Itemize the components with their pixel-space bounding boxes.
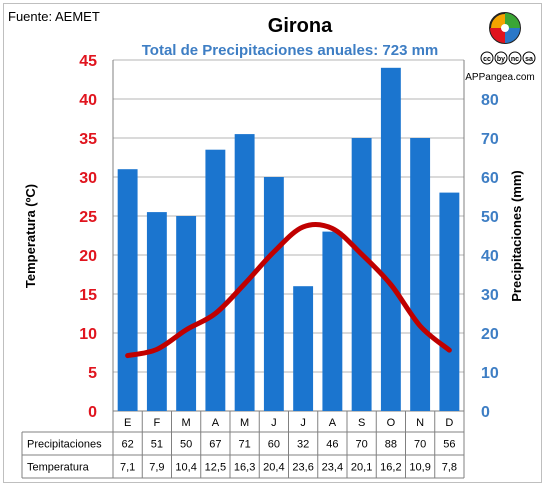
precipitation-bar [410,138,431,411]
table-cell: 88 [385,439,397,451]
y-left-tick-label: 45 [79,53,97,70]
month-label: S [358,417,365,429]
precipitation-bar [205,149,226,411]
table-cell: 23,6 [292,462,313,474]
y-right-tick-labels: 0 10 20 30 40 50 60 70 80 [481,92,499,421]
license-nc-icon [508,51,522,65]
table-row-label: Precipitaciones [27,439,102,451]
month-label: N [416,417,424,429]
license-cc-icon [480,51,494,65]
y-left-tick-label: 10 [79,326,97,343]
table-cell: 7,1 [120,462,135,474]
data-table: E F M A M J J A S O N D Precipitaciones 62 51 50 67 71 60 3… [21,411,465,479]
y-right-tick-label: 70 [481,131,499,148]
precipitation-bar [439,192,460,411]
table-cell: 7,8 [442,462,457,474]
table-cell: 20,1 [351,462,372,474]
y-right-tick-label: 50 [481,209,499,226]
precipitation-bar [176,216,197,411]
chart-title: Girona [268,15,333,37]
y-left-tick-label: 40 [79,92,97,109]
table-cell: 20,4 [263,462,284,474]
table-cell: 56 [443,439,455,451]
y-left-tick-labels: 0 5 10 15 20 25 30 35 40 45 [79,53,97,421]
y-right-tick-label: 30 [481,287,499,304]
brand-label: APPangea.com [465,72,535,83]
table-cell: 70 [356,439,368,451]
month-label: M [182,417,191,429]
temperature-line [125,222,452,359]
table-cell: 12,5 [205,462,226,474]
precipitation-bar [234,134,255,411]
license-icons: cc by nc sa [480,51,536,65]
precipitation-bar [380,67,401,412]
precipitation-bars [117,67,460,412]
temperature-line-path [125,222,452,359]
month-label: D [445,417,453,429]
y-left-tick-label: 0 [88,404,97,421]
precipitation-bar [146,212,167,411]
table-cell: 71 [239,439,251,451]
chart-subtitle: Total de Precipitaciones anuales: 723 mm [142,42,439,59]
precipitation-bar [117,169,138,411]
month-label: J [271,417,277,429]
table-cell: 70 [414,439,426,451]
table-cell: 10,9 [409,462,430,474]
y-right-tick-label: 20 [481,326,499,343]
table-cell: 23,4 [322,462,343,474]
y-right-axis-label: Precipitaciones (mm) [509,170,524,302]
table-row-label: Temperatura [27,462,90,474]
table-cell: 10,4 [175,462,196,474]
table-cell: 62 [122,439,134,451]
precipitation-bar [351,138,372,411]
precipitation-bar [293,286,314,411]
table-cell: 7,9 [149,462,164,474]
month-label: J [300,417,306,429]
y-left-tick-label: 20 [79,248,97,265]
table-cell: 67 [209,439,221,451]
source-label: Fuente: AEMET [8,9,100,24]
appangea-logo-icon [489,12,521,44]
table-cell: 16,3 [234,462,255,474]
precipitation-bar [263,177,284,411]
y-right-tick-label: 60 [481,170,499,187]
y-right-tick-label: 80 [481,92,499,109]
y-left-tick-label: 35 [79,131,97,148]
month-label: E [124,417,131,429]
month-label: A [212,417,220,429]
table-cell: 51 [151,439,163,451]
table-cell: 60 [268,439,280,451]
table-cell: 46 [326,439,338,451]
y-left-tick-label: 5 [88,365,97,382]
y-right-tick-label: 0 [481,404,490,421]
precipitation-bar [322,231,343,411]
y-left-tick-label: 25 [79,209,97,226]
license-cc-text: cc [483,56,491,63]
y-left-tick-label: 30 [79,170,97,187]
table-cell: 50 [180,439,192,451]
y-left-axis-label: Temperatura (ºC) [23,184,38,288]
y-right-tick-label: 40 [481,248,499,265]
month-label: M [240,417,249,429]
y-right-tick-label: 10 [481,365,499,382]
month-label: O [387,417,396,429]
license-by-text: by [497,56,505,63]
month-label: A [329,417,337,429]
table-cell: 32 [297,439,309,451]
license-sa-text: sa [525,56,533,63]
y-left-tick-label: 15 [79,287,97,304]
license-sa-icon [522,51,536,65]
license-nc-text: nc [511,56,519,63]
month-label: F [154,417,161,429]
license-by-icon [494,51,508,65]
table-cell: 16,2 [380,462,401,474]
